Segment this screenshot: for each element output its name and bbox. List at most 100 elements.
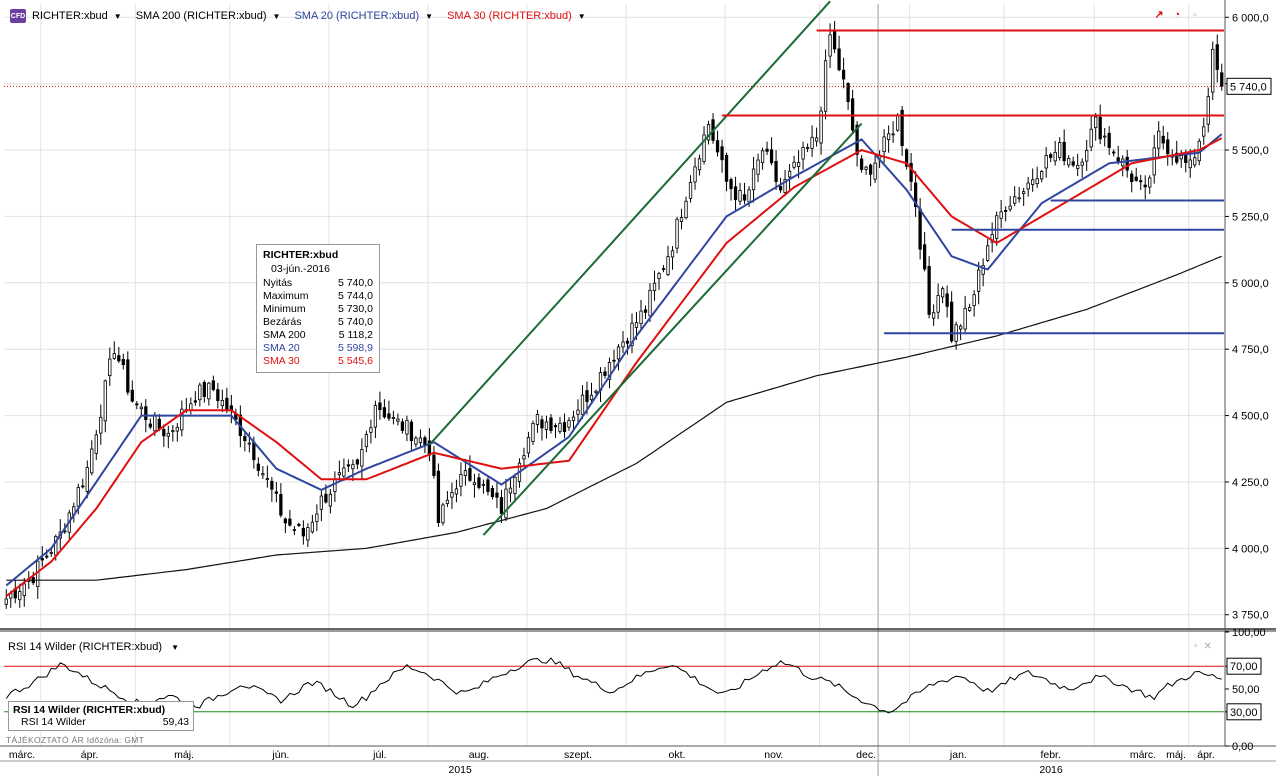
candle-body <box>873 162 877 180</box>
candle-body <box>1166 139 1170 155</box>
candle-body <box>796 162 801 167</box>
dropdown-arrow-icon[interactable]: ▼ <box>577 11 586 21</box>
candle-body <box>900 109 904 146</box>
candle-body <box>913 182 918 207</box>
candle-body <box>499 497 504 514</box>
candle-body <box>675 218 679 249</box>
candle-body <box>666 256 670 275</box>
legend-sma30[interactable]: SMA 30 (RICHTER:xbud) ▼ <box>447 10 586 22</box>
candle-body <box>918 208 922 250</box>
candle-body <box>441 504 445 524</box>
footnote: TÁJÉKOZTATÓ ÁR Időzóna: GMT <box>6 735 145 745</box>
candle-body <box>1008 205 1012 210</box>
candle-body <box>85 467 89 492</box>
candle-body <box>895 114 900 131</box>
candle-body <box>1103 135 1107 138</box>
maximize-icon[interactable]: ▫ <box>1194 641 1198 652</box>
x-month-label: aug. <box>469 749 489 761</box>
candle-body <box>562 422 567 433</box>
candle-body <box>283 518 288 524</box>
candle-body <box>977 269 981 292</box>
legend-sma200[interactable]: SMA 200 (RICHTER:xbud) ▼ <box>136 10 281 22</box>
candle-body <box>481 483 486 486</box>
x-month-label: szept. <box>564 749 592 761</box>
clock-icon[interactable]: ◔ <box>1173 9 1181 21</box>
rsi-box-title: RSI 14 Wilder (RICHTER:xbud) <box>13 704 166 716</box>
candle-body <box>472 482 477 486</box>
candle-body <box>765 148 769 152</box>
sma200-line <box>6 255 1222 581</box>
candle-body <box>405 419 409 435</box>
candle-body <box>603 371 607 376</box>
candle-body <box>193 400 197 403</box>
candle-body <box>288 518 292 526</box>
candle-body <box>891 133 895 136</box>
candle-body <box>216 389 220 401</box>
candle-body <box>819 110 823 144</box>
candle-body <box>486 479 490 492</box>
rsi-info-box: RSI 14 Wilder (RICHTER:xbud) RSI 14 Wild… <box>8 701 194 731</box>
candle-body <box>180 408 184 431</box>
candle-body <box>373 405 378 428</box>
candle-body <box>553 425 558 428</box>
close-icon[interactable]: ✕ <box>1203 641 1212 652</box>
candle-body <box>882 136 886 153</box>
rsi-header[interactable]: RSI 14 Wilder (RICHTER:xbud) ▼ <box>8 641 179 653</box>
y-tick-label: 5 000,0 <box>1232 278 1269 290</box>
candle-body <box>211 380 215 390</box>
candle-body <box>1175 152 1179 163</box>
candle-body <box>855 124 859 155</box>
dropdown-arrow-icon[interactable]: ▼ <box>171 643 180 652</box>
candle-body <box>702 134 706 162</box>
candle-body <box>859 158 864 170</box>
candle-body <box>513 476 517 494</box>
info-row-label: Maximum <box>263 290 309 302</box>
candle-body <box>319 495 324 510</box>
legend-richter[interactable]: RICHTER:xbud ▼ <box>32 10 122 22</box>
candle-body <box>144 406 148 421</box>
candle-body <box>1139 180 1143 183</box>
candle-body <box>1148 177 1152 188</box>
candle-body <box>756 159 760 175</box>
candle-body <box>990 234 994 243</box>
info-row: Maximum 5 744,0 <box>263 290 373 303</box>
legend-label: SMA 20 (RICHTER:xbud) <box>294 10 420 22</box>
candle-body <box>580 394 585 415</box>
candle-body <box>1094 116 1098 129</box>
maximize-icon[interactable]: ▫ <box>1193 9 1197 21</box>
candle-body <box>1188 159 1192 169</box>
candle-body <box>337 472 342 476</box>
candle-body <box>1013 196 1017 204</box>
candle-body <box>886 133 891 140</box>
candle-body <box>121 359 125 366</box>
x-month-label: máj. <box>1166 749 1186 761</box>
candle-body <box>382 407 387 418</box>
candle-body <box>616 346 621 360</box>
candle-body <box>261 473 265 476</box>
candle-body <box>279 494 283 516</box>
x-month-label: ápr. <box>1197 749 1215 761</box>
chart-toolbar: ↗ ◔ ▫ <box>1152 8 1202 22</box>
candle-body <box>634 322 639 328</box>
x-month-label: dec. <box>856 749 876 761</box>
candle-body <box>549 417 553 431</box>
info-date: 03-jún.-2016 <box>271 263 330 275</box>
candle-body <box>301 527 306 537</box>
candle-body <box>1134 176 1138 181</box>
info-rows: Nyitás 5 740,0 Maximum 5 744,0 Minimum 5 730,… <box>263 277 373 368</box>
pin-icon[interactable]: ↗ <box>1154 9 1164 21</box>
candle-body <box>715 140 720 153</box>
candle-body <box>594 390 598 393</box>
trendline <box>428 0 831 446</box>
dropdown-arrow-icon[interactable]: ▼ <box>425 11 434 21</box>
candle-body <box>661 268 666 270</box>
candle-body <box>850 98 855 131</box>
dropdown-arrow-icon[interactable]: ▼ <box>272 11 281 21</box>
dropdown-arrow-icon[interactable]: ▼ <box>113 11 122 21</box>
candle-body <box>1211 48 1215 93</box>
x-month-label: márc. <box>9 749 35 761</box>
legend-sma20[interactable]: SMA 20 (RICHTER:xbud) ▼ <box>294 10 433 22</box>
y-tick-label: 5 500,0 <box>1232 145 1269 157</box>
candle-body <box>742 194 747 201</box>
